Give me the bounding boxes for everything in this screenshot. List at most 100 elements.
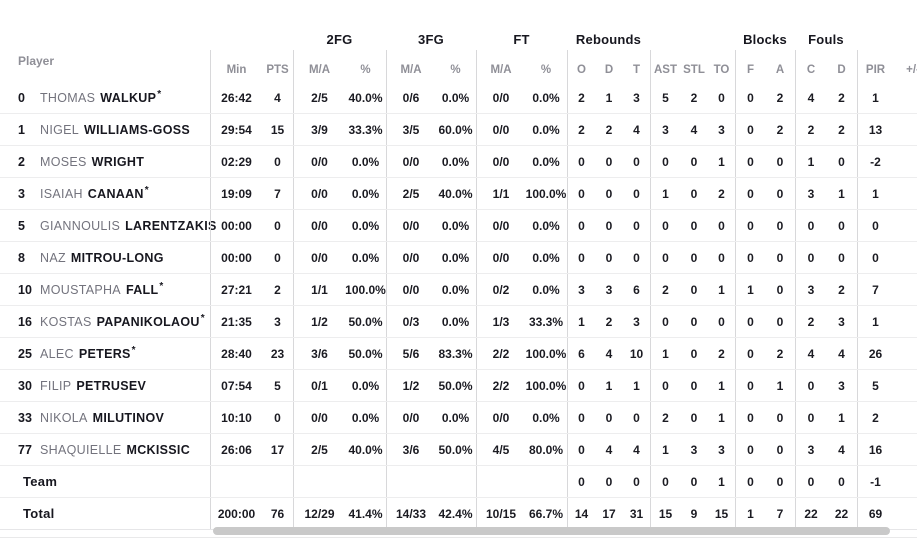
column-header-ft-ma: M/A xyxy=(476,50,525,82)
stat-block-f: 0 xyxy=(735,210,765,241)
player-first-name: KOSTAS xyxy=(40,314,92,329)
stat-foul-d: 0 xyxy=(838,218,845,233)
column-header-2fg-ma: M/A xyxy=(293,50,345,82)
table-bottom-border xyxy=(0,537,917,538)
starter-asterisk: * xyxy=(144,185,149,196)
stat-min: 21:35 xyxy=(210,306,262,337)
stat-reb-o: 6 xyxy=(567,338,595,369)
stat-reb-o: 0 xyxy=(567,242,595,273)
stat-3fg-pct: 40.0% xyxy=(438,186,473,201)
player-number: 8 xyxy=(18,250,25,265)
player-number: 77 xyxy=(18,442,32,457)
stat-pir: 69 xyxy=(857,498,893,529)
group-header-fouls: Fouls xyxy=(808,32,844,47)
player-row: 25 ALEC PETERS * 28:40 23 3/6 50.0% 5/6 83.… xyxy=(0,338,917,370)
stat-stl: 0 xyxy=(690,250,698,265)
stat-reb-d: 0 xyxy=(605,474,613,489)
stat-stl: 2 xyxy=(690,90,698,105)
stat-plusminus xyxy=(893,466,917,497)
stat-to: 1 xyxy=(718,378,725,393)
stat-3fg-pct: 0.0% xyxy=(441,154,470,169)
stat-2fg-pct xyxy=(345,466,386,497)
stat-foul-c: 3 xyxy=(795,434,826,465)
stat-foul-c: 22 xyxy=(795,498,826,529)
stat-3fg-pct: 50.0% xyxy=(438,378,473,393)
stat-min: 26:42 xyxy=(210,82,262,113)
stat-2fg-ma: 0/0 xyxy=(293,146,345,177)
stat-ft-pct: 100.0% xyxy=(525,346,567,361)
stat-block-f: 0 xyxy=(735,338,765,369)
stat-stl: 0 xyxy=(690,154,698,169)
player-last-name: PETERS xyxy=(78,346,131,361)
stat-pts: 0 xyxy=(274,410,281,425)
group-header-2fg: 2FG xyxy=(326,32,353,47)
stat-reb-d: 2 xyxy=(605,314,613,329)
stat-ft-ma: 10/15 xyxy=(476,498,525,529)
stat-stl: 0 xyxy=(690,314,698,329)
stat-2fg-pct: 0.0% xyxy=(351,250,380,265)
stat-block-a: 0 xyxy=(776,282,784,297)
stat-2fg-pct: 40.0% xyxy=(348,442,383,457)
column-header-reb-t: T xyxy=(632,64,641,76)
horizontal-scrollbar-thumb[interactable] xyxy=(213,527,890,535)
player-cell: 33 NIKOLA MILUTINOV xyxy=(0,402,210,433)
stat-block-f: 1 xyxy=(735,274,765,305)
horizontal-scrollbar-track[interactable] xyxy=(210,527,917,535)
stat-ast: 15 xyxy=(650,498,680,529)
stat-2fg-ma: 1/1 xyxy=(293,274,345,305)
player-first-name: GIANNOULIS xyxy=(40,218,121,233)
stat-ast: 1 xyxy=(650,338,680,369)
stat-ft-pct: 0.0% xyxy=(532,154,560,169)
stat-stl: 3 xyxy=(690,442,698,457)
stat-3fg-ma: 0/0 xyxy=(386,210,435,241)
player-last-name: WRIGHT xyxy=(91,154,145,169)
stat-pts: 4 xyxy=(274,90,281,105)
stat-3fg-pct: 0.0% xyxy=(441,90,470,105)
stat-foul-d: 0 xyxy=(838,250,845,265)
stat-block-a: 2 xyxy=(776,346,784,361)
stat-plusminus xyxy=(893,242,917,273)
stat-foul-d: 4 xyxy=(838,346,845,361)
stat-pir: 16 xyxy=(857,434,893,465)
stat-foul-c: 4 xyxy=(795,82,826,113)
player-row: 33 NIKOLA MILUTINOV 10:10 0 0/0 0.0% 0/0 0… xyxy=(0,402,917,434)
stat-pts: 17 xyxy=(270,442,285,457)
stat-ft-ma: 2/2 xyxy=(476,370,525,401)
stat-block-f: 0 xyxy=(735,306,765,337)
stat-foul-c: 0 xyxy=(795,210,826,241)
stat-plusminus xyxy=(893,274,917,305)
stat-reb-t: 31 xyxy=(629,506,644,521)
stat-plusminus xyxy=(893,338,917,369)
stat-min: 29:54 xyxy=(210,114,262,145)
stat-ft-pct: 80.0% xyxy=(528,442,564,457)
stat-stl: 0 xyxy=(690,410,698,425)
column-header-block-a: A xyxy=(775,64,785,76)
stat-ft-ma: 0/0 xyxy=(476,82,525,113)
column-header-3fg-ma: M/A xyxy=(386,50,435,82)
stat-foul-c: 3 xyxy=(795,178,826,209)
stat-pts: 0 xyxy=(274,250,281,265)
stat-reb-o: 0 xyxy=(567,146,595,177)
stat-plusminus xyxy=(893,82,917,113)
player-cell: 3 ISAIAH CANAAN * xyxy=(0,178,210,209)
stat-2fg-ma: 0/1 xyxy=(293,370,345,401)
player-first-name: SHAQUIELLE xyxy=(40,442,122,457)
stat-ft-pct: 33.3% xyxy=(528,314,564,329)
player-first-name: NIKOLA xyxy=(40,410,88,425)
stat-to: 3 xyxy=(718,122,725,137)
player-row: 77 SHAQUIELLE MCKISSIC 26:06 17 2/5 40.0% … xyxy=(0,434,917,466)
player-cell: 1 NIGEL WILLIAMS-GOSS xyxy=(0,114,210,145)
stat-pts: 76 xyxy=(270,506,285,521)
stat-ft-ma: 0/2 xyxy=(476,274,525,305)
stat-stl: 9 xyxy=(690,506,698,521)
stat-reb-d: 0 xyxy=(605,250,613,265)
stat-block-a: 1 xyxy=(776,378,784,393)
player-last-name: WILLIAMS-GOSS xyxy=(84,122,190,137)
player-row: 0 THOMAS WALKUP * 26:42 4 2/5 40.0% 0/6 0.0… xyxy=(0,82,917,114)
stat-ft-ma: 4/5 xyxy=(476,434,525,465)
stat-foul-d: 2 xyxy=(838,122,845,137)
player-cell: 77 SHAQUIELLE MCKISSIC xyxy=(0,434,210,465)
starter-asterisk: * xyxy=(159,281,164,292)
stat-reb-o: 0 xyxy=(567,402,595,433)
group-header-blocks: Blocks xyxy=(743,32,787,47)
